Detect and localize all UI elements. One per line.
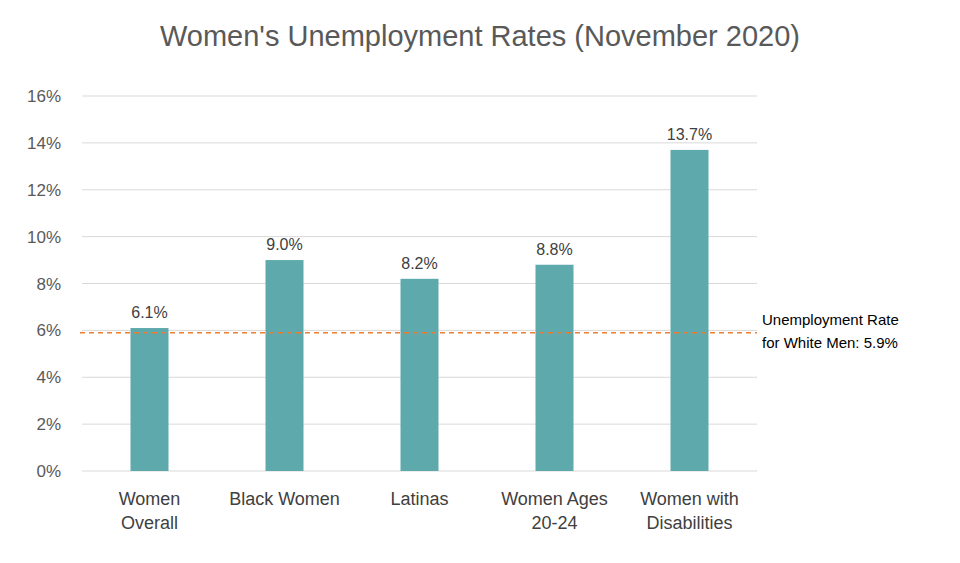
y-tick-label: 4% — [36, 368, 61, 387]
x-tick-label: Women Ages20-24 — [501, 489, 608, 533]
data-label: 9.0% — [266, 236, 302, 253]
y-tick-label: 14% — [27, 134, 61, 153]
x-tick-label: WomenOverall — [119, 489, 181, 533]
bars — [131, 150, 709, 471]
data-label: 6.1% — [131, 304, 167, 321]
reference-line — [80, 332, 757, 334]
bar — [671, 150, 709, 471]
y-tick-label: 12% — [27, 181, 61, 200]
bar — [266, 260, 304, 471]
data-label: 13.7% — [667, 126, 712, 143]
y-tick-label: 10% — [27, 228, 61, 247]
y-tick-label: 2% — [36, 415, 61, 434]
chart-container: Women's Unemployment Rates (November 202… — [0, 0, 960, 563]
grid-line — [82, 142, 757, 143]
y-tick-label: 6% — [36, 321, 61, 340]
chart-svg: Women's Unemployment Rates (November 202… — [0, 0, 960, 563]
x-tick-label: Latinas — [390, 489, 448, 509]
y-tick-label: 16% — [27, 87, 61, 106]
y-tick-label: 8% — [36, 275, 61, 294]
data-label: 8.2% — [401, 255, 437, 272]
bar — [401, 279, 439, 471]
bar — [131, 328, 169, 471]
x-tick-label: Women withDisabilities — [640, 489, 739, 533]
data-label: 8.8% — [536, 241, 572, 258]
grid-line — [82, 96, 757, 97]
grid-line — [82, 189, 757, 190]
grid-line — [82, 236, 757, 237]
x-tick-label: Black Women — [229, 489, 340, 509]
bar — [536, 265, 574, 471]
y-tick-label: 0% — [36, 462, 61, 481]
reference-annotation: Unemployment Ratefor White Men: 5.9% — [762, 311, 899, 351]
grid — [82, 96, 757, 471]
chart-title: Women's Unemployment Rates (November 202… — [160, 20, 800, 52]
